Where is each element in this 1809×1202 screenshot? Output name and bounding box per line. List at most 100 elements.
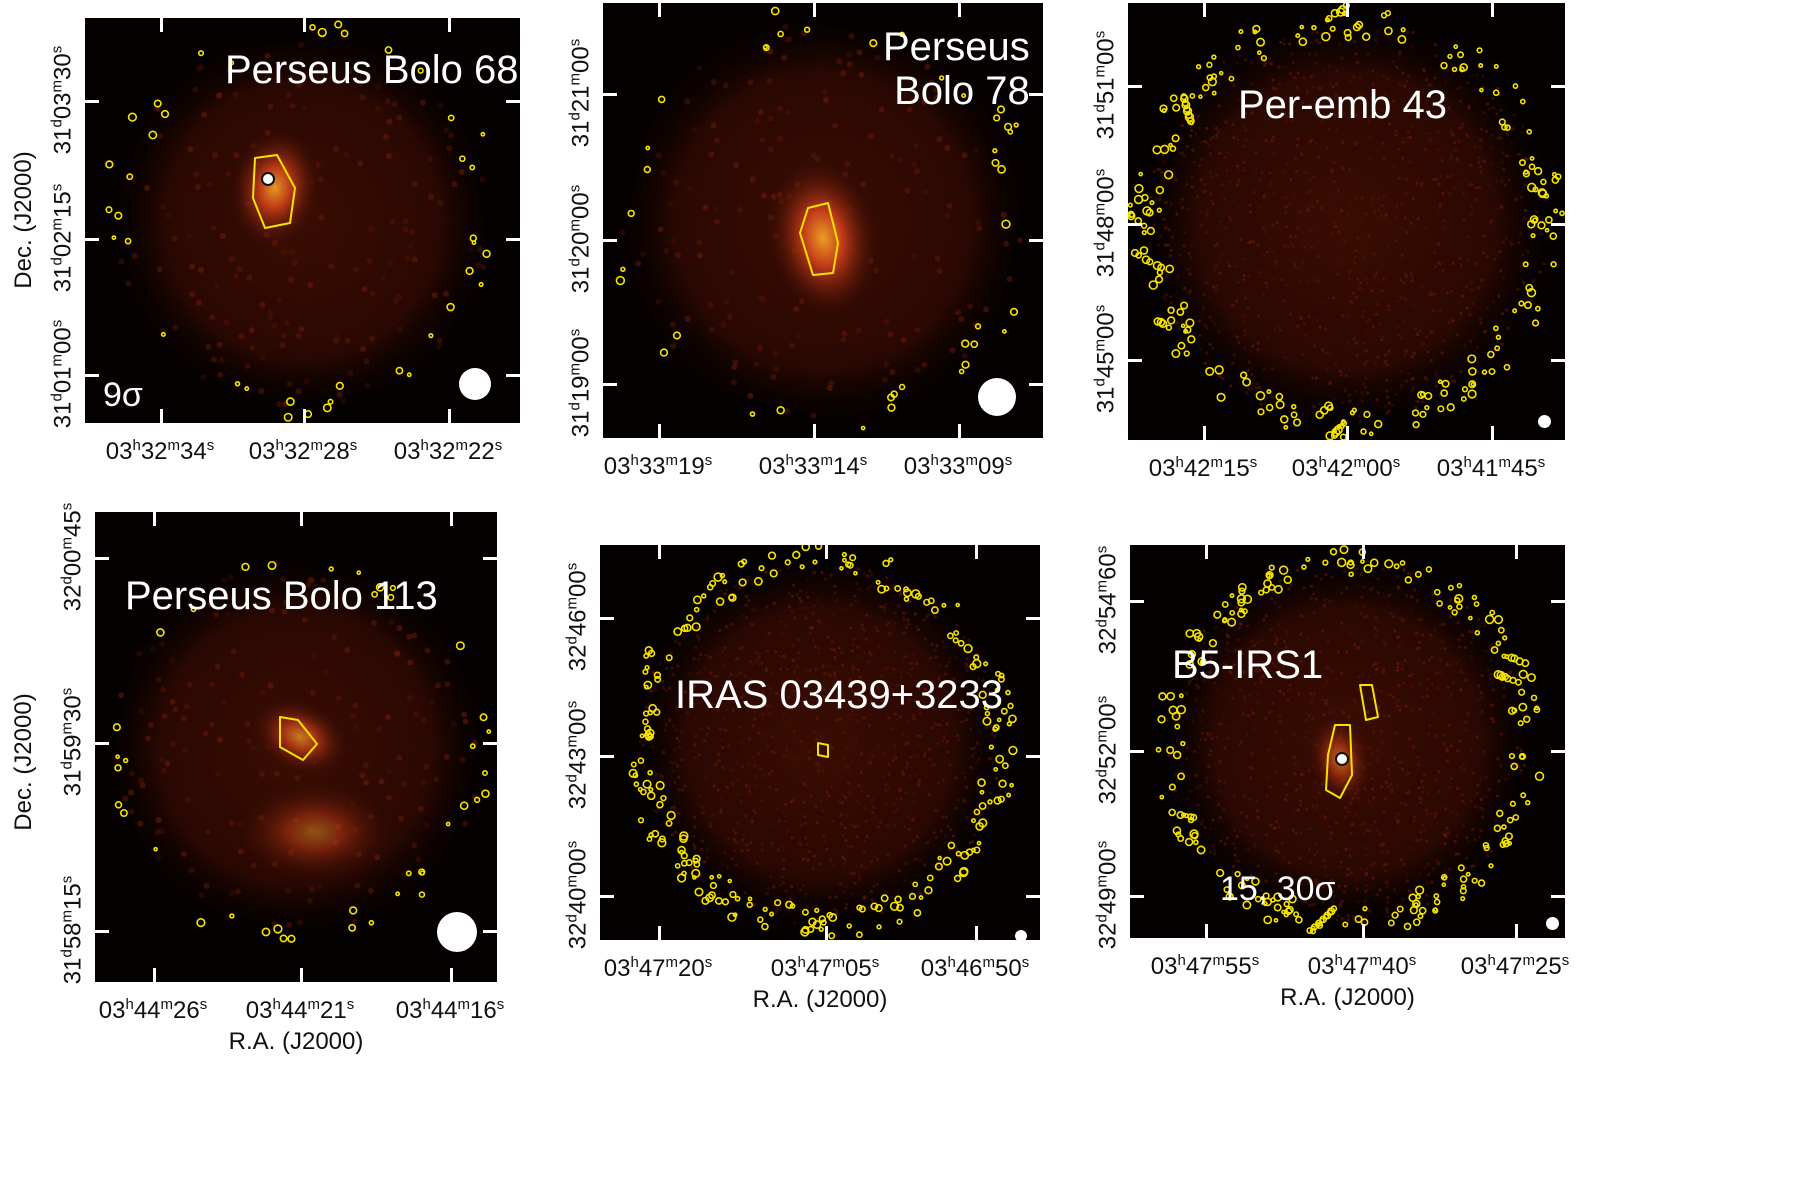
edge-contour xyxy=(1504,124,1511,131)
edge-contour xyxy=(1003,122,1013,131)
edge-contour xyxy=(1252,29,1258,35)
edge-contour xyxy=(1373,419,1383,429)
axis-tick xyxy=(1346,426,1349,440)
edge-contour xyxy=(993,766,999,772)
edge-contour xyxy=(953,630,960,636)
edge-contour xyxy=(122,757,129,764)
edge-contour xyxy=(1309,928,1317,935)
edge-contour xyxy=(1306,927,1314,934)
edge-contour xyxy=(1537,221,1546,230)
edge-contour xyxy=(722,579,728,585)
edge-contour xyxy=(1496,809,1504,818)
edge-contour xyxy=(1238,29,1244,35)
edge-contour xyxy=(1329,547,1338,556)
edge-contour xyxy=(1363,410,1371,419)
ra-tick-label: 03h32m34s xyxy=(105,437,215,465)
edge-contour xyxy=(1404,576,1413,584)
axis-tick xyxy=(1362,545,1365,559)
edge-contour xyxy=(758,565,765,572)
edge-contour xyxy=(469,743,476,750)
edge-contour xyxy=(818,915,826,923)
axis-tick xyxy=(600,755,614,758)
source-emission xyxy=(252,698,348,776)
edge-contour xyxy=(1290,411,1298,419)
edge-contour xyxy=(1331,427,1341,437)
edge-contour xyxy=(1349,410,1356,416)
edge-contour xyxy=(1522,715,1531,723)
axis-tick xyxy=(1128,359,1142,362)
edge-contour xyxy=(1183,328,1189,334)
edge-contour xyxy=(888,557,894,563)
edge-contour xyxy=(1433,588,1441,596)
edge-contour xyxy=(334,20,343,29)
edge-contour xyxy=(1360,428,1367,435)
edge-contour xyxy=(814,545,823,550)
edge-contour xyxy=(267,560,277,571)
edge-contour xyxy=(1467,354,1477,364)
edge-contour xyxy=(1321,31,1331,42)
edge-contour xyxy=(126,173,134,181)
edge-contour xyxy=(961,93,967,99)
edge-contour xyxy=(656,800,664,809)
axis-tick xyxy=(483,742,497,745)
edge-contour xyxy=(1411,409,1420,417)
edge-contour xyxy=(481,789,490,799)
edge-contour xyxy=(828,932,836,940)
edge-contour xyxy=(1260,54,1268,62)
edge-contour xyxy=(963,643,973,654)
edge-contour xyxy=(1013,122,1019,128)
edge-contour xyxy=(630,761,637,768)
edge-contour xyxy=(1176,308,1185,316)
ra-tick-label: 03h41m45s xyxy=(1436,454,1546,482)
edge-contour xyxy=(988,744,994,750)
edge-contour xyxy=(1471,877,1478,884)
edge-contour xyxy=(620,266,626,273)
edge-contour xyxy=(1166,316,1176,325)
edge-contour xyxy=(947,841,956,850)
edge-contour xyxy=(1380,12,1388,19)
edge-contour xyxy=(715,597,725,606)
edge-contour xyxy=(114,801,123,809)
edge-contour xyxy=(1544,216,1553,224)
dec-tick-label: 31d45m00s xyxy=(1091,304,1120,414)
edge-contour xyxy=(709,874,715,880)
edge-contour xyxy=(279,934,288,943)
edge-contour xyxy=(1169,145,1177,152)
edge-contour xyxy=(395,366,404,375)
edge-contour xyxy=(1283,424,1289,430)
edge-contour xyxy=(856,931,863,939)
edge-contour xyxy=(1009,307,1019,316)
edge-contour xyxy=(983,704,990,711)
edge-contour xyxy=(1273,917,1279,923)
edge-contour xyxy=(1324,17,1331,23)
edge-contour xyxy=(1177,772,1186,781)
edge-contour xyxy=(683,623,692,633)
edge-contour xyxy=(1333,425,1343,435)
edge-contour xyxy=(1208,638,1218,648)
edge-contour xyxy=(1223,886,1231,894)
map-panel: Perseus Bolo 78 xyxy=(603,3,1043,438)
edge-contour xyxy=(1174,723,1181,730)
edge-contour xyxy=(679,834,688,844)
axis-tick xyxy=(958,424,961,438)
dec-axis-label: Dec. (J2000) xyxy=(10,693,37,831)
edge-contour xyxy=(1185,318,1195,328)
edge-contour xyxy=(1433,898,1441,906)
edge-contour xyxy=(665,819,673,827)
ra-tick-label: 03h44m16s xyxy=(395,996,505,1024)
edge-contour xyxy=(428,333,434,339)
edge-contour xyxy=(1187,817,1195,824)
edge-contour xyxy=(1165,264,1175,274)
edge-contour xyxy=(1138,171,1144,177)
axis-tick xyxy=(448,18,451,32)
edge-contour xyxy=(1221,601,1229,608)
edge-contour xyxy=(1330,8,1340,18)
edge-contour xyxy=(1183,350,1190,357)
edge-contour xyxy=(1492,325,1499,332)
contour-level-note: 15, 30σ xyxy=(1220,870,1336,908)
edge-contour xyxy=(458,155,466,163)
edge-contour xyxy=(653,671,662,679)
edge-contour xyxy=(148,130,158,140)
edge-contour xyxy=(883,585,890,592)
edge-contour xyxy=(1141,255,1151,265)
